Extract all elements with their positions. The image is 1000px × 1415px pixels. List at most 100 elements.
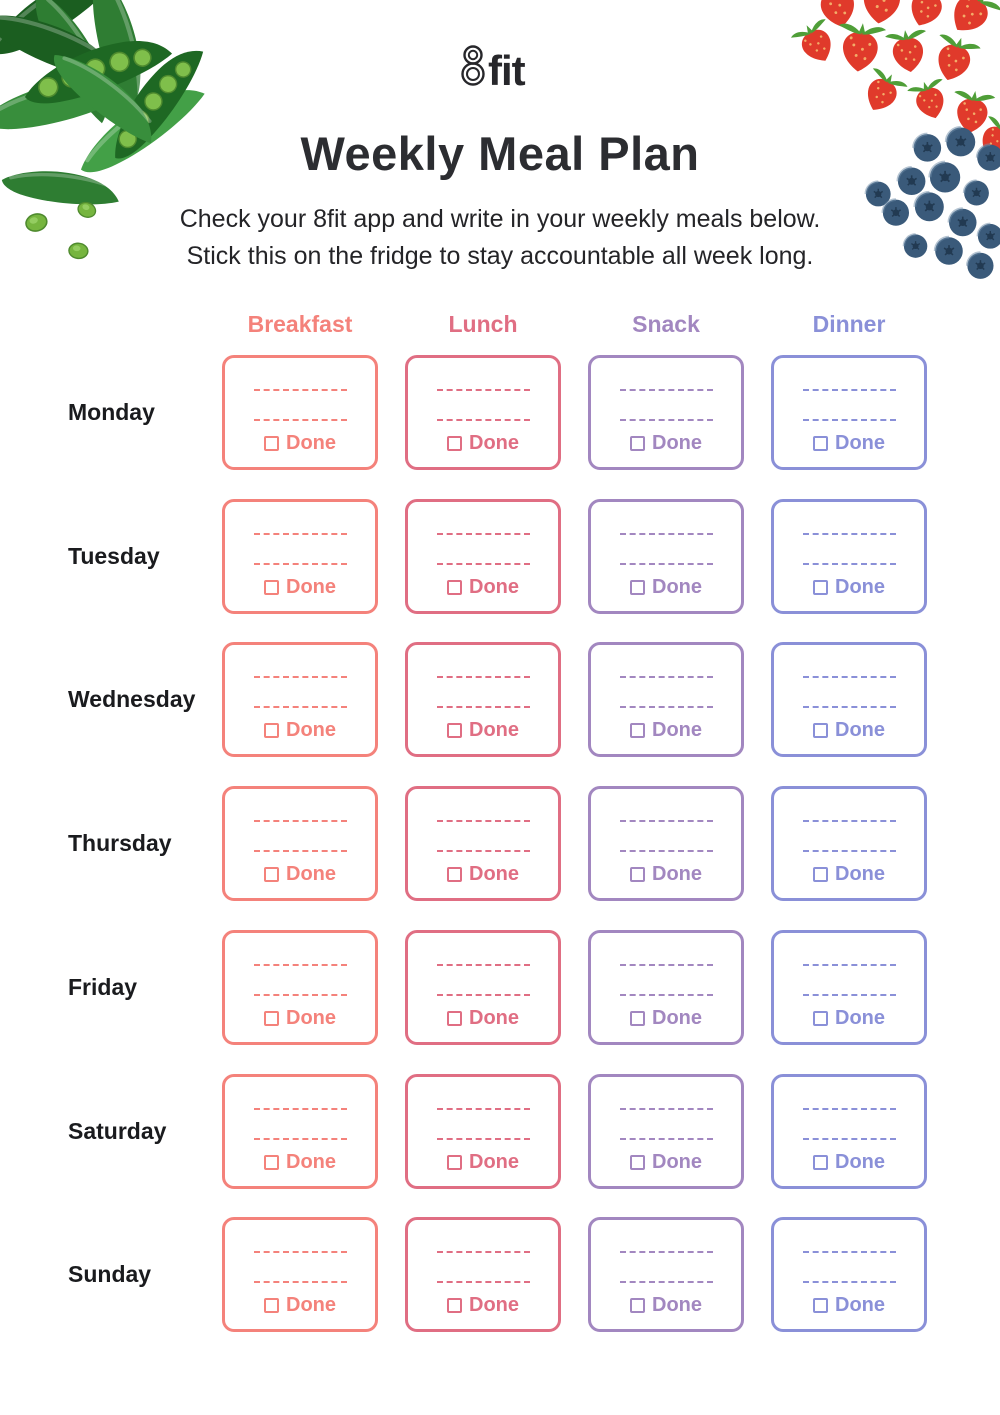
done-checkbox[interactable]: [630, 436, 645, 451]
cell-sunday-dinner: Done: [771, 1217, 927, 1332]
meal-write-line[interactable]: [254, 419, 347, 421]
meal-write-line[interactable]: [437, 1108, 530, 1110]
done-label: Done: [835, 432, 885, 454]
meal-write-line[interactable]: [437, 676, 530, 678]
done-checkbox[interactable]: [630, 1298, 645, 1313]
done-checkbox[interactable]: [447, 1155, 462, 1170]
done-checkbox[interactable]: [264, 580, 279, 595]
meal-write-line[interactable]: [803, 533, 896, 535]
done-row: Done: [408, 1007, 558, 1030]
done-checkbox[interactable]: [813, 1155, 828, 1170]
done-checkbox[interactable]: [630, 1155, 645, 1170]
meal-write-line[interactable]: [254, 964, 347, 966]
meal-write-line[interactable]: [620, 533, 713, 535]
meal-write-line[interactable]: [437, 706, 530, 708]
done-checkbox[interactable]: [264, 1298, 279, 1313]
done-checkbox[interactable]: [630, 867, 645, 882]
meal-write-line[interactable]: [803, 964, 896, 966]
meal-write-line[interactable]: [254, 676, 347, 678]
meal-write-line[interactable]: [803, 994, 896, 996]
done-checkbox[interactable]: [447, 436, 462, 451]
meal-write-line[interactable]: [803, 1138, 896, 1140]
meal-write-line[interactable]: [803, 850, 896, 852]
meal-write-line[interactable]: [254, 850, 347, 852]
meal-write-line[interactable]: [803, 389, 896, 391]
meal-write-line[interactable]: [620, 1108, 713, 1110]
meal-write-line[interactable]: [254, 1138, 347, 1140]
meal-write-line[interactable]: [437, 533, 530, 535]
done-checkbox[interactable]: [264, 1155, 279, 1170]
cell-wednesday-snack: Done: [588, 642, 744, 757]
meal-write-line[interactable]: [803, 820, 896, 822]
page-subtitle: Check your 8fit app and write in your we…: [0, 201, 1000, 275]
done-label: Done: [286, 432, 336, 454]
done-checkbox[interactable]: [813, 1298, 828, 1313]
meal-write-line[interactable]: [254, 994, 347, 996]
meal-write-line[interactable]: [254, 706, 347, 708]
meal-write-line[interactable]: [437, 964, 530, 966]
done-checkbox[interactable]: [813, 1011, 828, 1026]
meal-write-line[interactable]: [620, 1251, 713, 1253]
meal-write-line[interactable]: [254, 820, 347, 822]
meal-write-line[interactable]: [620, 563, 713, 565]
meal-write-line[interactable]: [620, 1281, 713, 1283]
done-row: Done: [408, 1294, 558, 1317]
meal-write-line[interactable]: [803, 563, 896, 565]
done-row: Done: [225, 863, 375, 886]
done-checkbox[interactable]: [447, 1011, 462, 1026]
meal-write-line[interactable]: [620, 1138, 713, 1140]
cell-wednesday-dinner: Done: [771, 642, 927, 757]
done-checkbox[interactable]: [264, 436, 279, 451]
meal-write-line[interactable]: [437, 389, 530, 391]
done-checkbox[interactable]: [264, 723, 279, 738]
meal-write-line[interactable]: [437, 563, 530, 565]
meal-write-line[interactable]: [620, 964, 713, 966]
meal-write-line[interactable]: [620, 676, 713, 678]
done-label: Done: [652, 1151, 702, 1173]
done-checkbox[interactable]: [447, 1298, 462, 1313]
meal-write-line[interactable]: [620, 419, 713, 421]
meal-write-line[interactable]: [620, 389, 713, 391]
meal-write-line[interactable]: [803, 1281, 896, 1283]
done-checkbox[interactable]: [630, 580, 645, 595]
done-checkbox[interactable]: [630, 1011, 645, 1026]
meal-write-line[interactable]: [254, 389, 347, 391]
meal-write-line[interactable]: [254, 1281, 347, 1283]
meal-write-line[interactable]: [803, 1251, 896, 1253]
meal-write-line[interactable]: [437, 820, 530, 822]
done-checkbox[interactable]: [447, 723, 462, 738]
meal-write-line[interactable]: [620, 994, 713, 996]
meal-write-line[interactable]: [437, 419, 530, 421]
done-checkbox[interactable]: [264, 867, 279, 882]
meal-write-line[interactable]: [437, 994, 530, 996]
done-checkbox[interactable]: [447, 580, 462, 595]
meal-write-line[interactable]: [803, 676, 896, 678]
meal-write-line[interactable]: [254, 563, 347, 565]
done-checkbox[interactable]: [630, 723, 645, 738]
meal-write-line[interactable]: [803, 706, 896, 708]
meal-write-line[interactable]: [620, 706, 713, 708]
meal-write-line[interactable]: [803, 1108, 896, 1110]
done-checkbox[interactable]: [813, 436, 828, 451]
meal-write-line[interactable]: [620, 850, 713, 852]
done-row: Done: [408, 432, 558, 455]
done-checkbox[interactable]: [813, 580, 828, 595]
meal-write-line[interactable]: [803, 419, 896, 421]
meal-write-line[interactable]: [254, 1251, 347, 1253]
cell-sunday-lunch: Done: [405, 1217, 561, 1332]
done-checkbox[interactable]: [813, 867, 828, 882]
day-label-wednesday: Wednesday: [68, 686, 196, 712]
done-label: Done: [835, 576, 885, 598]
cell-monday-dinner: Done: [771, 355, 927, 470]
done-checkbox[interactable]: [447, 867, 462, 882]
meal-write-line[interactable]: [437, 1251, 530, 1253]
meal-write-line[interactable]: [437, 850, 530, 852]
done-checkbox[interactable]: [264, 1011, 279, 1026]
meal-write-line[interactable]: [254, 1108, 347, 1110]
meal-write-line[interactable]: [437, 1138, 530, 1140]
meal-write-line[interactable]: [437, 1281, 530, 1283]
meal-write-line[interactable]: [620, 820, 713, 822]
done-checkbox[interactable]: [813, 723, 828, 738]
meal-write-line[interactable]: [254, 533, 347, 535]
